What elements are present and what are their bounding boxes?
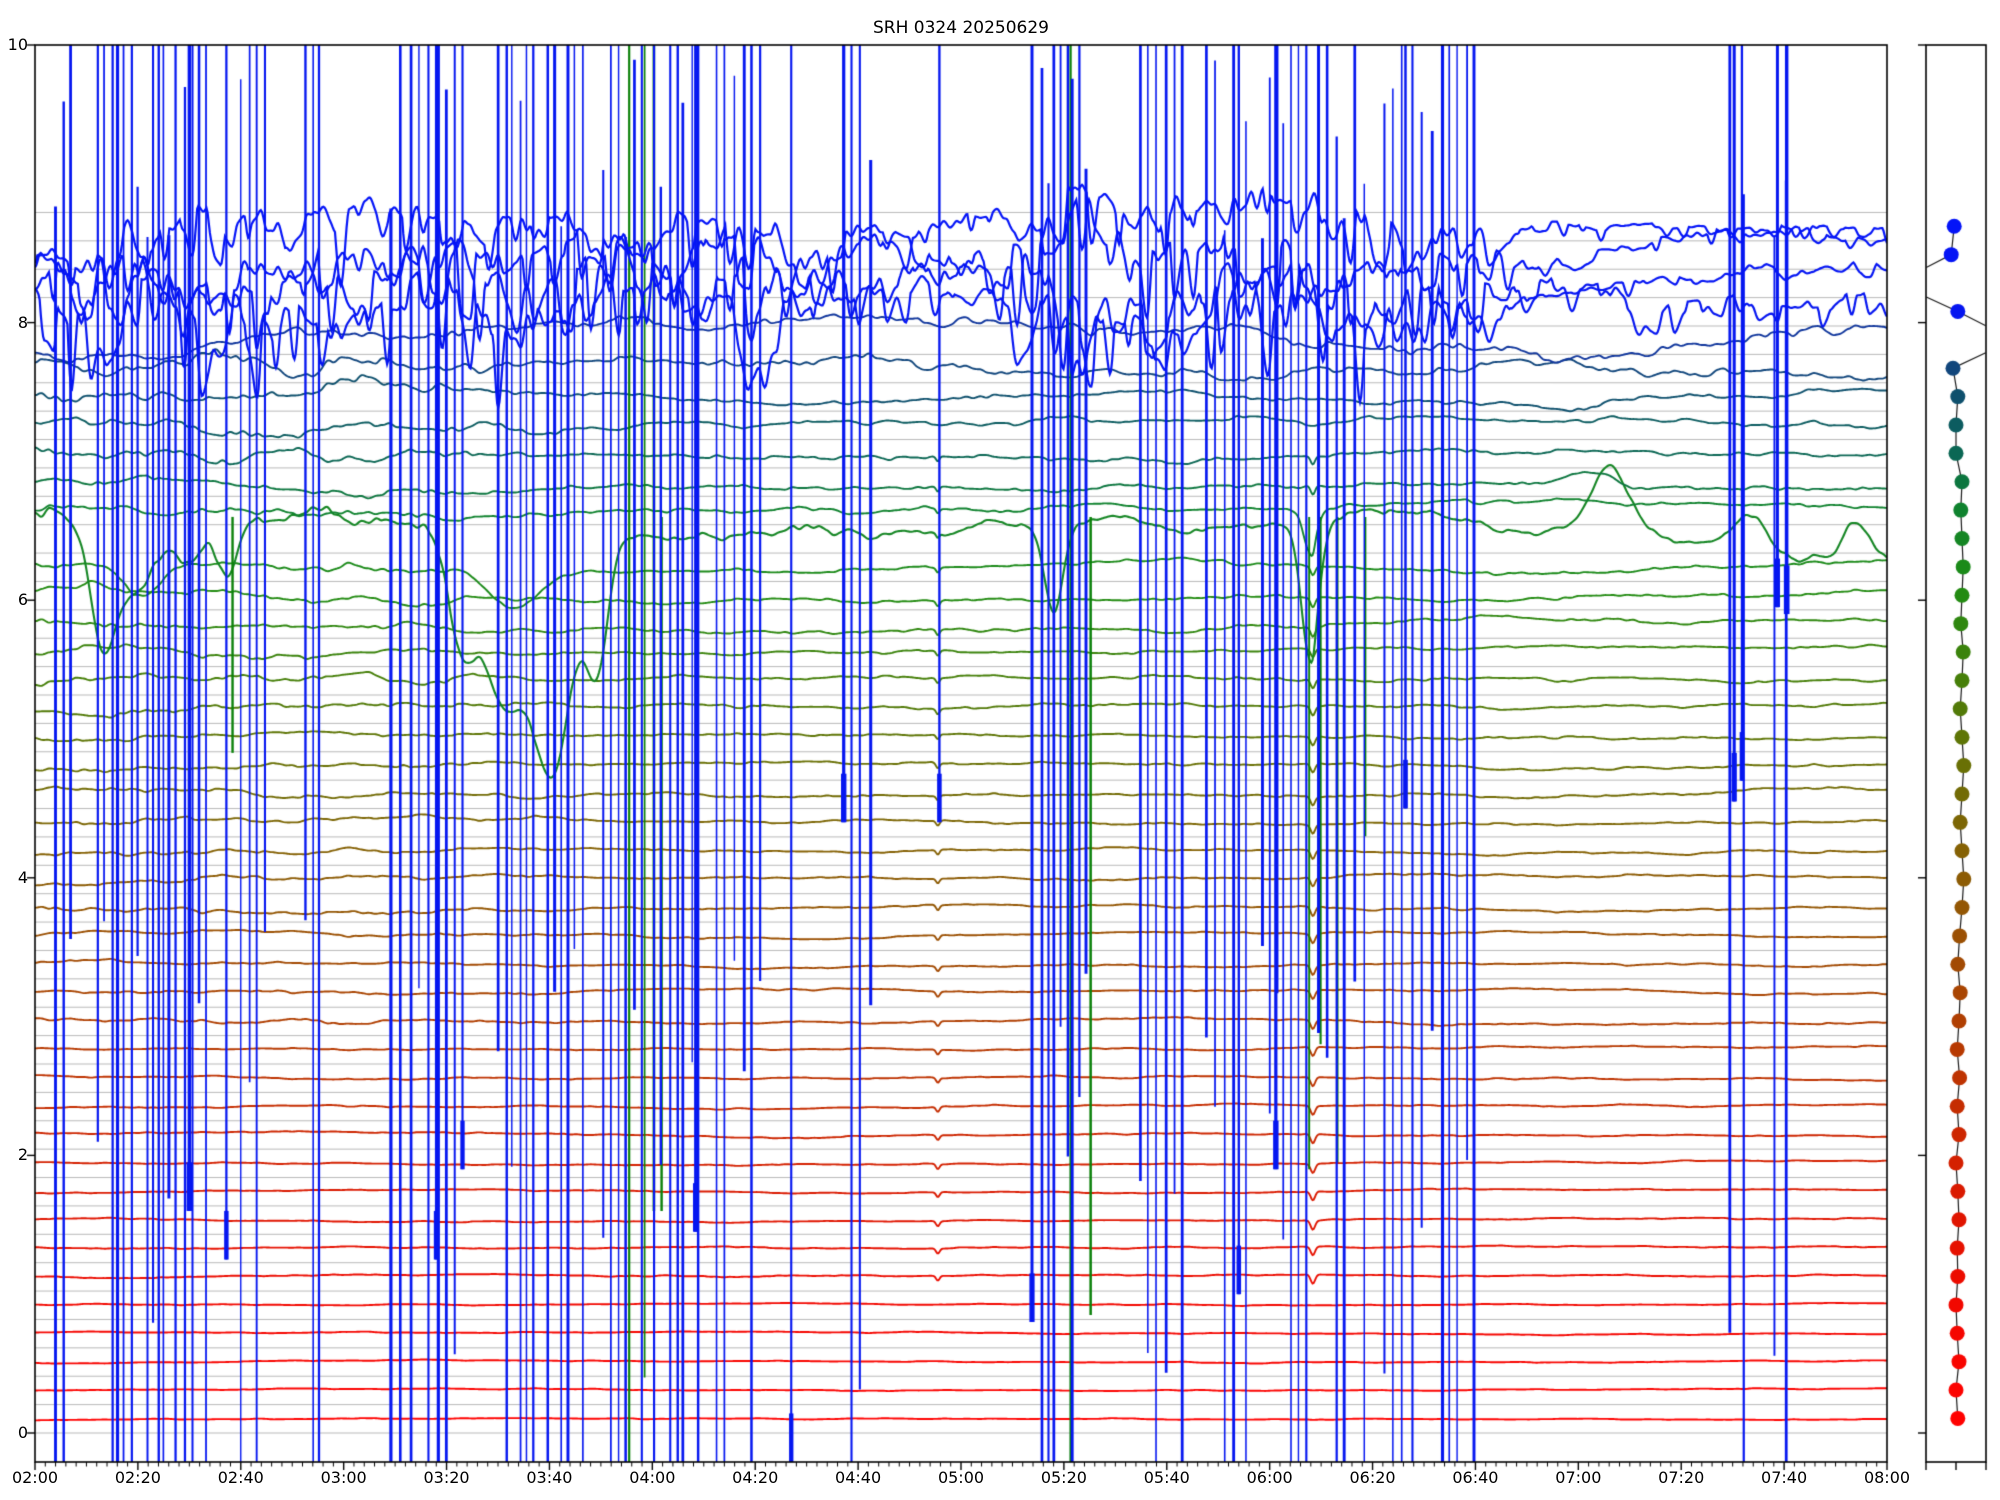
x-tick-label: 07:40: [1761, 1468, 1808, 1487]
x-tick-label: 05:40: [1143, 1468, 1190, 1487]
x-tick-label: 03:00: [320, 1468, 367, 1487]
x-tick-label: 06:40: [1452, 1468, 1499, 1487]
x-tick-label: 05:20: [1040, 1468, 1087, 1487]
x-tick-label: 03:40: [526, 1468, 573, 1487]
y-tick-label: 8: [17, 312, 28, 332]
x-tick-label: 04:40: [835, 1468, 882, 1487]
y-tick-label: 0: [17, 1423, 28, 1442]
x-tick-label: 02:00: [11, 1468, 59, 1487]
x-tick-label: 02:20: [114, 1468, 161, 1487]
x-tick-label: 06:20: [1349, 1468, 1396, 1487]
y-tick-label: 10: [7, 35, 28, 54]
y-tick-label: 4: [17, 867, 28, 887]
x-tick-label: 02:40: [217, 1468, 264, 1487]
x-tick-label: 07:00: [1555, 1468, 1602, 1487]
x-tick-label: 04:00: [629, 1468, 676, 1487]
y-tick-label: 2: [17, 1145, 28, 1165]
x-tick-label: 08:00: [1863, 1468, 1911, 1487]
x-tick-label: 06:00: [1246, 1468, 1293, 1487]
x-tick-label: 05:00: [937, 1468, 985, 1487]
x-tick-label: 03:20: [423, 1468, 470, 1487]
chart-title: SRH 0324 20250629: [873, 18, 1049, 38]
x-tick-label: 04:20: [732, 1468, 779, 1487]
x-tick-label: 07:20: [1658, 1468, 1705, 1487]
y-tick-label: 6: [17, 590, 28, 610]
